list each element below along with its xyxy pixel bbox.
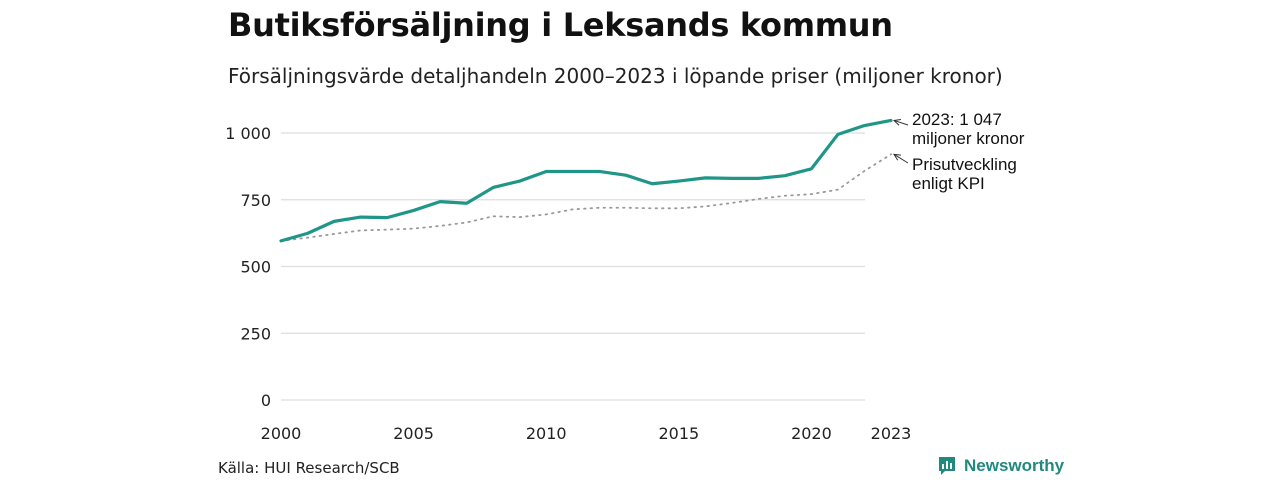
source-note: Källa: HUI Research/SCB [218,459,400,477]
chart-subtitle: Försäljningsvärde detaljhandeln 2000–202… [228,64,1003,88]
annotation-text-0-0: 2023: 1 047 [912,110,1002,129]
y-tick-label-750: 750 [240,191,271,210]
grid-layer [281,132,865,401]
annotation-text-1-1: enligt KPI [912,174,985,193]
series-line-0 [279,118,893,243]
chart-title: Butiksförsäljning i Leksands kommun [228,6,893,44]
x-tick-label-2020: 2020 [791,424,832,443]
newsworthy-logo-icon [939,457,955,475]
annotation-arrow-line-0 [893,119,909,126]
annotation-text-1-0: Prisutveckling [912,155,1017,174]
annotation-arrow-head-1 [893,153,902,161]
x-tick-label-2010: 2010 [526,424,567,443]
x-tick-label-2000: 2000 [261,424,302,443]
series-layer [279,118,893,243]
annotation-arrow-line-1 [893,153,909,164]
x-tick-label-2015: 2015 [658,424,699,443]
y-tick-label-1000: 1 000 [225,124,271,143]
y-tick-label-0: 0 [261,391,271,410]
y-tick-label-250: 250 [240,324,271,343]
annotation-text-0-1: miljoner kronor [912,129,1025,148]
y-axis-tick-labels: 0 250 500 750 1 000 [225,124,271,410]
y-tick-label-500: 500 [240,258,271,277]
x-tick-label-2023: 2023 [871,424,912,443]
x-axis-tick-labels: 2000 2005 2010 2015 2020 2023 [261,424,912,443]
brand-name: Newsworthy [964,456,1065,475]
x-tick-label-2005: 2005 [393,424,434,443]
series-line-1 [280,153,892,242]
brand-logo[interactable]: Newsworthy [937,455,1064,477]
annotation-arrow-head-0 [892,119,902,126]
